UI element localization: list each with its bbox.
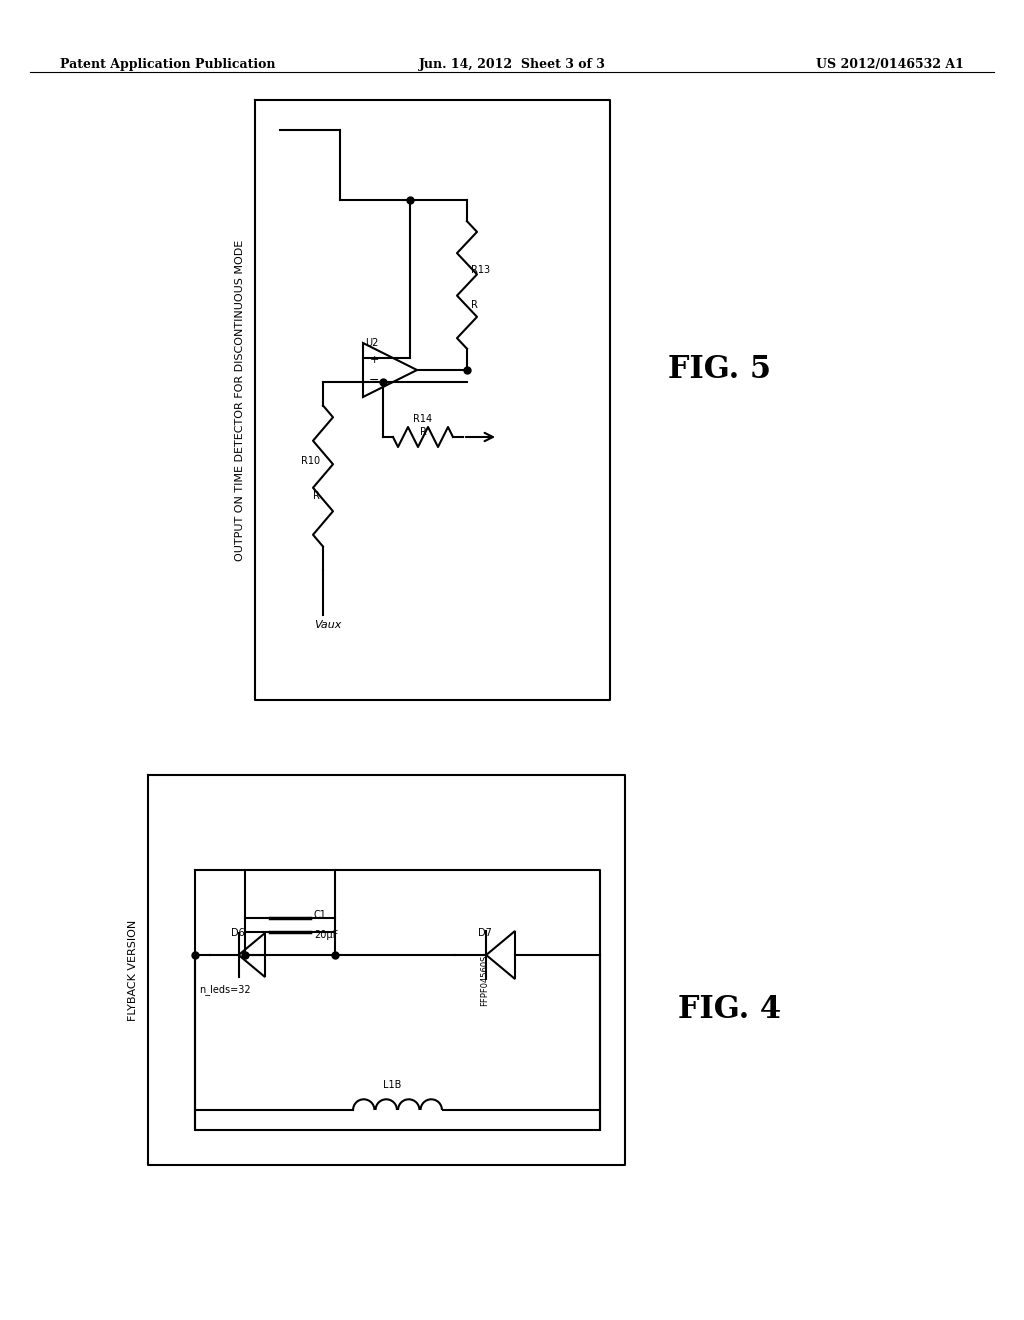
Text: C1: C1 (314, 909, 327, 920)
Text: Vaux: Vaux (314, 620, 342, 630)
Text: R13: R13 (471, 265, 490, 275)
Text: −: − (369, 374, 379, 387)
Text: Jun. 14, 2012  Sheet 3 of 3: Jun. 14, 2012 Sheet 3 of 3 (419, 58, 605, 71)
Text: n_leds=32: n_leds=32 (200, 985, 251, 995)
Text: D6: D6 (230, 928, 245, 939)
Text: U2: U2 (365, 338, 379, 348)
Text: R10: R10 (301, 455, 319, 466)
Text: FIG. 5: FIG. 5 (669, 355, 771, 385)
Text: FFPF04560S: FFPF04560S (480, 954, 489, 1006)
Text: FIG. 4: FIG. 4 (679, 994, 781, 1026)
Text: FLYBACK VERSION: FLYBACK VERSION (128, 919, 138, 1020)
Text: L1B: L1B (383, 1080, 401, 1090)
Text: Patent Application Publication: Patent Application Publication (60, 58, 275, 71)
Text: +: + (370, 355, 379, 366)
Text: 20μF: 20μF (314, 931, 338, 940)
Text: R14: R14 (414, 414, 432, 424)
Text: D7: D7 (478, 928, 492, 939)
Text: R: R (313, 491, 319, 502)
Text: R: R (420, 426, 426, 437)
Text: OUTPUT ON TIME DETECTOR FOR DISCONTINUOUS MODE: OUTPUT ON TIME DETECTOR FOR DISCONTINUOU… (234, 239, 245, 561)
Text: R: R (471, 300, 478, 310)
Text: US 2012/0146532 A1: US 2012/0146532 A1 (816, 58, 964, 71)
